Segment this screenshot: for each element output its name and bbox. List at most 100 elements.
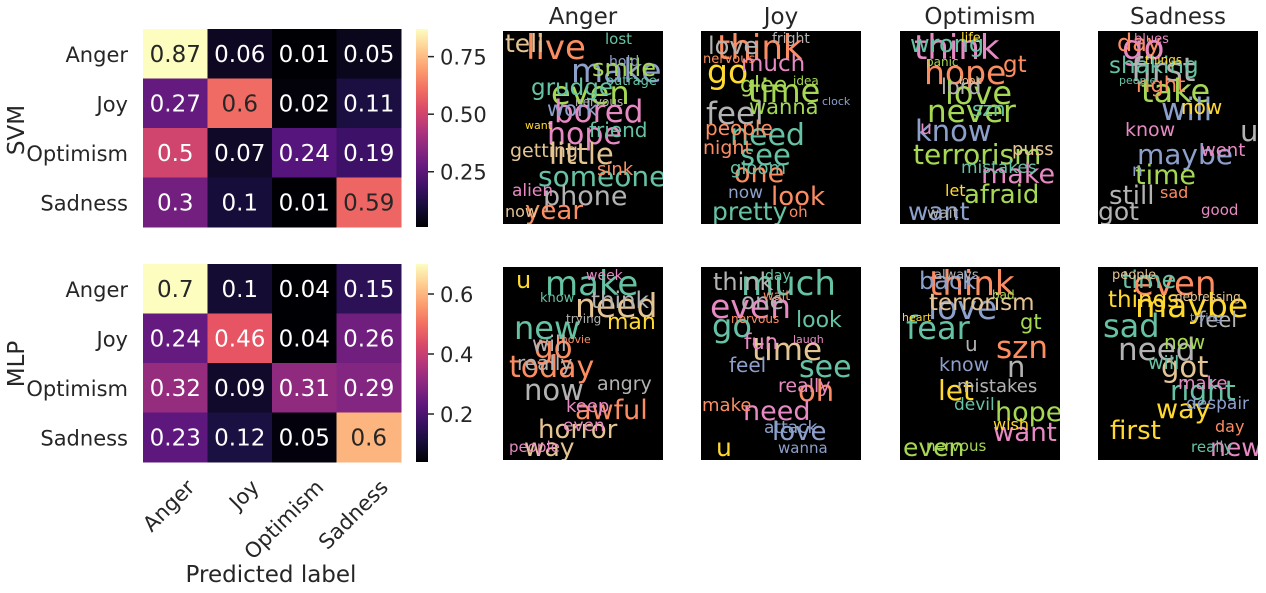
cell-value-label: 0.09 (214, 376, 265, 402)
heatmap-cell (143, 29, 208, 79)
wordcloud-word: wanna (749, 95, 819, 119)
wordcloud-word: fear (906, 309, 970, 347)
wordcloud-word: see (740, 138, 791, 172)
wordcloud-word: mistakes (961, 158, 1037, 178)
heatmap-cell (143, 363, 208, 413)
cell-value-label: 0.06 (214, 42, 265, 68)
heatmap-cell (336, 412, 402, 463)
wordcloud-word: really (1191, 438, 1233, 456)
cell-value-label: 0.07 (214, 141, 265, 167)
wordcloud-word: afraid (964, 180, 1040, 210)
cell-value-label: 0.23 (150, 425, 201, 451)
wordcloud-word: think (713, 268, 774, 296)
wordcloud-word: sad (1103, 307, 1160, 345)
wordcloud-word: see (799, 350, 852, 385)
wordcloud-word: devil (954, 395, 995, 415)
cell-value-label: 0.04 (279, 277, 330, 303)
wordcloud-word: u (716, 433, 732, 460)
wordcloud-word: alien (512, 181, 554, 201)
wordcloud-word: n (1007, 350, 1026, 384)
column-tick-label: Sadness (314, 475, 393, 554)
wordcloud-word: getting (510, 140, 579, 162)
wordcloud-word: trying (566, 312, 602, 326)
wordcloud-word: love (708, 32, 759, 60)
wordcloud-word: hold (609, 54, 640, 70)
wordcloud-svm-joy: think go time feel need see one look pretty love m… (701, 31, 861, 224)
wordcloud-word: take (1141, 72, 1211, 110)
wordcloud-word: make (981, 159, 1056, 190)
wordcloud-word: little (549, 137, 614, 171)
wordcloud-word: new (514, 309, 581, 347)
colorbar-tick-label: 0.25 (440, 161, 487, 185)
wordcloud-word: now (505, 202, 539, 221)
wordcloud-word: time (1135, 160, 1197, 191)
wordcloud-word: one (734, 158, 785, 189)
wordcloud-word: right (1136, 73, 1186, 97)
heatmap-cell (336, 78, 402, 129)
wordcloud-word: bad (992, 288, 1015, 302)
row-tick-label: Joy (95, 92, 128, 116)
wordcloud-word: right (1170, 374, 1236, 407)
wordcloud-word: smile (592, 54, 656, 82)
wordcloud-word: one (741, 289, 784, 315)
wordcloud-word: terrorism (929, 290, 1035, 316)
cell-value-label: 0.32 (150, 376, 201, 402)
wordcloud-word: now (1181, 95, 1223, 119)
wordcloud-word: idea (793, 74, 819, 88)
wordcloud-word: wrong (910, 31, 985, 58)
row-tick-label: Optimism (26, 377, 128, 401)
wordcloud-word: now (728, 183, 764, 203)
wordcloud-word: sink (597, 159, 634, 180)
wordcloud-mlp-optimism: think love fear szn n let hope want even back terr… (900, 267, 1060, 460)
wordcloud-word: u (965, 332, 978, 356)
cell-value-label: 0.59 (343, 190, 394, 216)
wordcloud-word: depressing (1175, 290, 1241, 304)
heatmap-cell (143, 177, 208, 228)
wordcloud-word: wait (763, 289, 791, 304)
heatmap-cell (143, 264, 208, 314)
cell-value-label: 0.12 (214, 425, 265, 451)
wordcloud-word: shaking (1109, 53, 1199, 79)
wordcloud-word: nervous (731, 312, 780, 326)
wordcloud-word: szn (996, 330, 1049, 366)
wordcloud-word: hope (547, 117, 622, 152)
wordcloud-word: know (1125, 119, 1176, 141)
wordcloud-word: glee (740, 73, 788, 98)
wordcloud-word: sad (1160, 183, 1189, 202)
wordcloud-word: keep (566, 396, 610, 417)
wordcloud-word: life (961, 31, 981, 46)
heatmap-cell (207, 78, 273, 129)
wordcloud-word: people (1112, 268, 1157, 283)
cell-value-label: 0.29 (343, 376, 394, 402)
wordcloud-word: panic (926, 55, 959, 69)
wordcloud-word: make (1178, 373, 1228, 394)
colorbar-tick-label: 0.50 (440, 103, 487, 127)
wordcloud-word: even (563, 416, 605, 436)
wordcloud-svm-anger: live make even bored hope little someone phone y… (503, 31, 663, 224)
wordcloud-word: even (551, 74, 630, 112)
wordcloud-word: never (927, 94, 1016, 130)
heatmap-cell (207, 177, 273, 228)
wordcloud-word: tell (505, 31, 545, 58)
cell-value-label: 0.6 (221, 91, 258, 117)
wordcloud-word: good (1201, 201, 1239, 219)
wordcloud-word: today (509, 350, 595, 385)
wordcloud-word: will (532, 332, 567, 356)
wordcloud-word: look (771, 182, 826, 212)
wordcloud-word: make (702, 395, 752, 416)
cell-value-label: 0.6 (350, 425, 387, 451)
wordcloud-word: live (526, 31, 586, 68)
wordcloud-word: laugh (793, 333, 824, 346)
wordcloud-word: know (540, 291, 575, 306)
heatmap-cell (272, 264, 337, 314)
cell-value-label: 0.87 (150, 42, 201, 68)
wordcloud-word: much (741, 51, 806, 77)
wordcloud-word: work (547, 97, 598, 121)
wordcloud-title-anger: Anger (548, 4, 618, 30)
wordcloud-word: back (919, 267, 977, 295)
svm-confusion-matrix: 0.87 0.06 0.01 0.05 Anger 0.27 0.6 0.02 0.11 Joy 0… (26, 29, 487, 228)
cell-value-label: 0.46 (214, 326, 265, 352)
wordcloud-word: hope (995, 397, 1060, 428)
row-tick-label: Optimism (26, 142, 128, 166)
wordcloud-word: bored (554, 94, 644, 130)
